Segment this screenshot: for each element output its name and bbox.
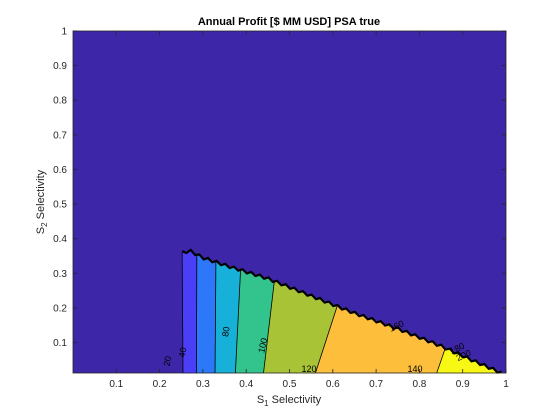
contour-line-3 xyxy=(234,269,241,374)
x-tick-label-10: 1 xyxy=(503,379,509,390)
y-tick-label-9: 0.9 xyxy=(53,61,67,72)
feasible-boundary-line xyxy=(181,248,502,374)
contour-label-120: 120 xyxy=(301,364,316,374)
x-tick-label-6: 0.6 xyxy=(326,379,340,390)
y-axis-ticks: 0.1 0.2 0.3 0.4 0.5 0.6 0.7 0.8 0.9 1 xyxy=(53,27,506,349)
y-axis-label-main: S xyxy=(35,227,47,234)
x-tick-label-1: 0.1 xyxy=(109,379,123,390)
contour-label-100: 100 xyxy=(256,337,269,354)
x-tick-label-8: 0.8 xyxy=(412,379,426,390)
y-tick-label-3: 0.3 xyxy=(53,269,67,280)
x-tick-label-7: 0.7 xyxy=(369,379,383,390)
y-tick-label-2: 0.2 xyxy=(53,303,67,314)
y-tick-label-8: 0.8 xyxy=(53,96,67,107)
contour-line-6 xyxy=(436,347,446,374)
contour-label-80: 80 xyxy=(220,326,232,338)
x-tick-label-9: 0.9 xyxy=(456,379,470,390)
contour-lines xyxy=(181,248,502,374)
x-axis-label-rest: Selectivity xyxy=(269,394,322,406)
y-axis-label-subscript: 2 xyxy=(40,222,49,227)
y-tick-label-7: 0.7 xyxy=(53,130,67,141)
contour-line-2 xyxy=(214,262,217,374)
x-axis-label: S1 Selectivity xyxy=(257,394,322,408)
region-left-edge xyxy=(181,252,184,374)
x-axis-ticks: 0.1 0.2 0.3 0.4 0.5 0.6 0.7 0.8 0.9 1 xyxy=(109,31,509,390)
y-axis-label-rest: Selectivity xyxy=(35,169,47,222)
y-tick-label-5: 0.5 xyxy=(53,200,67,211)
x-tick-label-3: 0.3 xyxy=(196,379,210,390)
x-axis-label-main: S xyxy=(257,394,264,406)
x-tick-label-4: 0.4 xyxy=(239,379,253,390)
contour-label-40: 40 xyxy=(177,347,189,359)
contour-band-2 xyxy=(196,254,217,374)
y-tick-label-1: 0.1 xyxy=(53,338,67,349)
contour-line-4 xyxy=(263,281,275,374)
y-tick-label-10: 1 xyxy=(61,27,67,38)
contour-bands xyxy=(181,251,502,374)
contour-label-140: 140 xyxy=(408,364,423,374)
chart-title: Annual Profit [$ MM USD] PSA true xyxy=(198,16,380,28)
y-tick-label-6: 0.6 xyxy=(53,165,67,176)
x-tick-label-5: 0.5 xyxy=(283,379,297,390)
contour-label-20: 20 xyxy=(162,355,174,367)
x-tick-label-2: 0.2 xyxy=(153,379,167,390)
y-tick-label-4: 0.4 xyxy=(53,234,67,245)
x-axis-label-subscript: 1 xyxy=(264,399,269,408)
contour-line-5 xyxy=(315,306,338,374)
y-axis-label: S2 Selectivity xyxy=(35,169,49,234)
